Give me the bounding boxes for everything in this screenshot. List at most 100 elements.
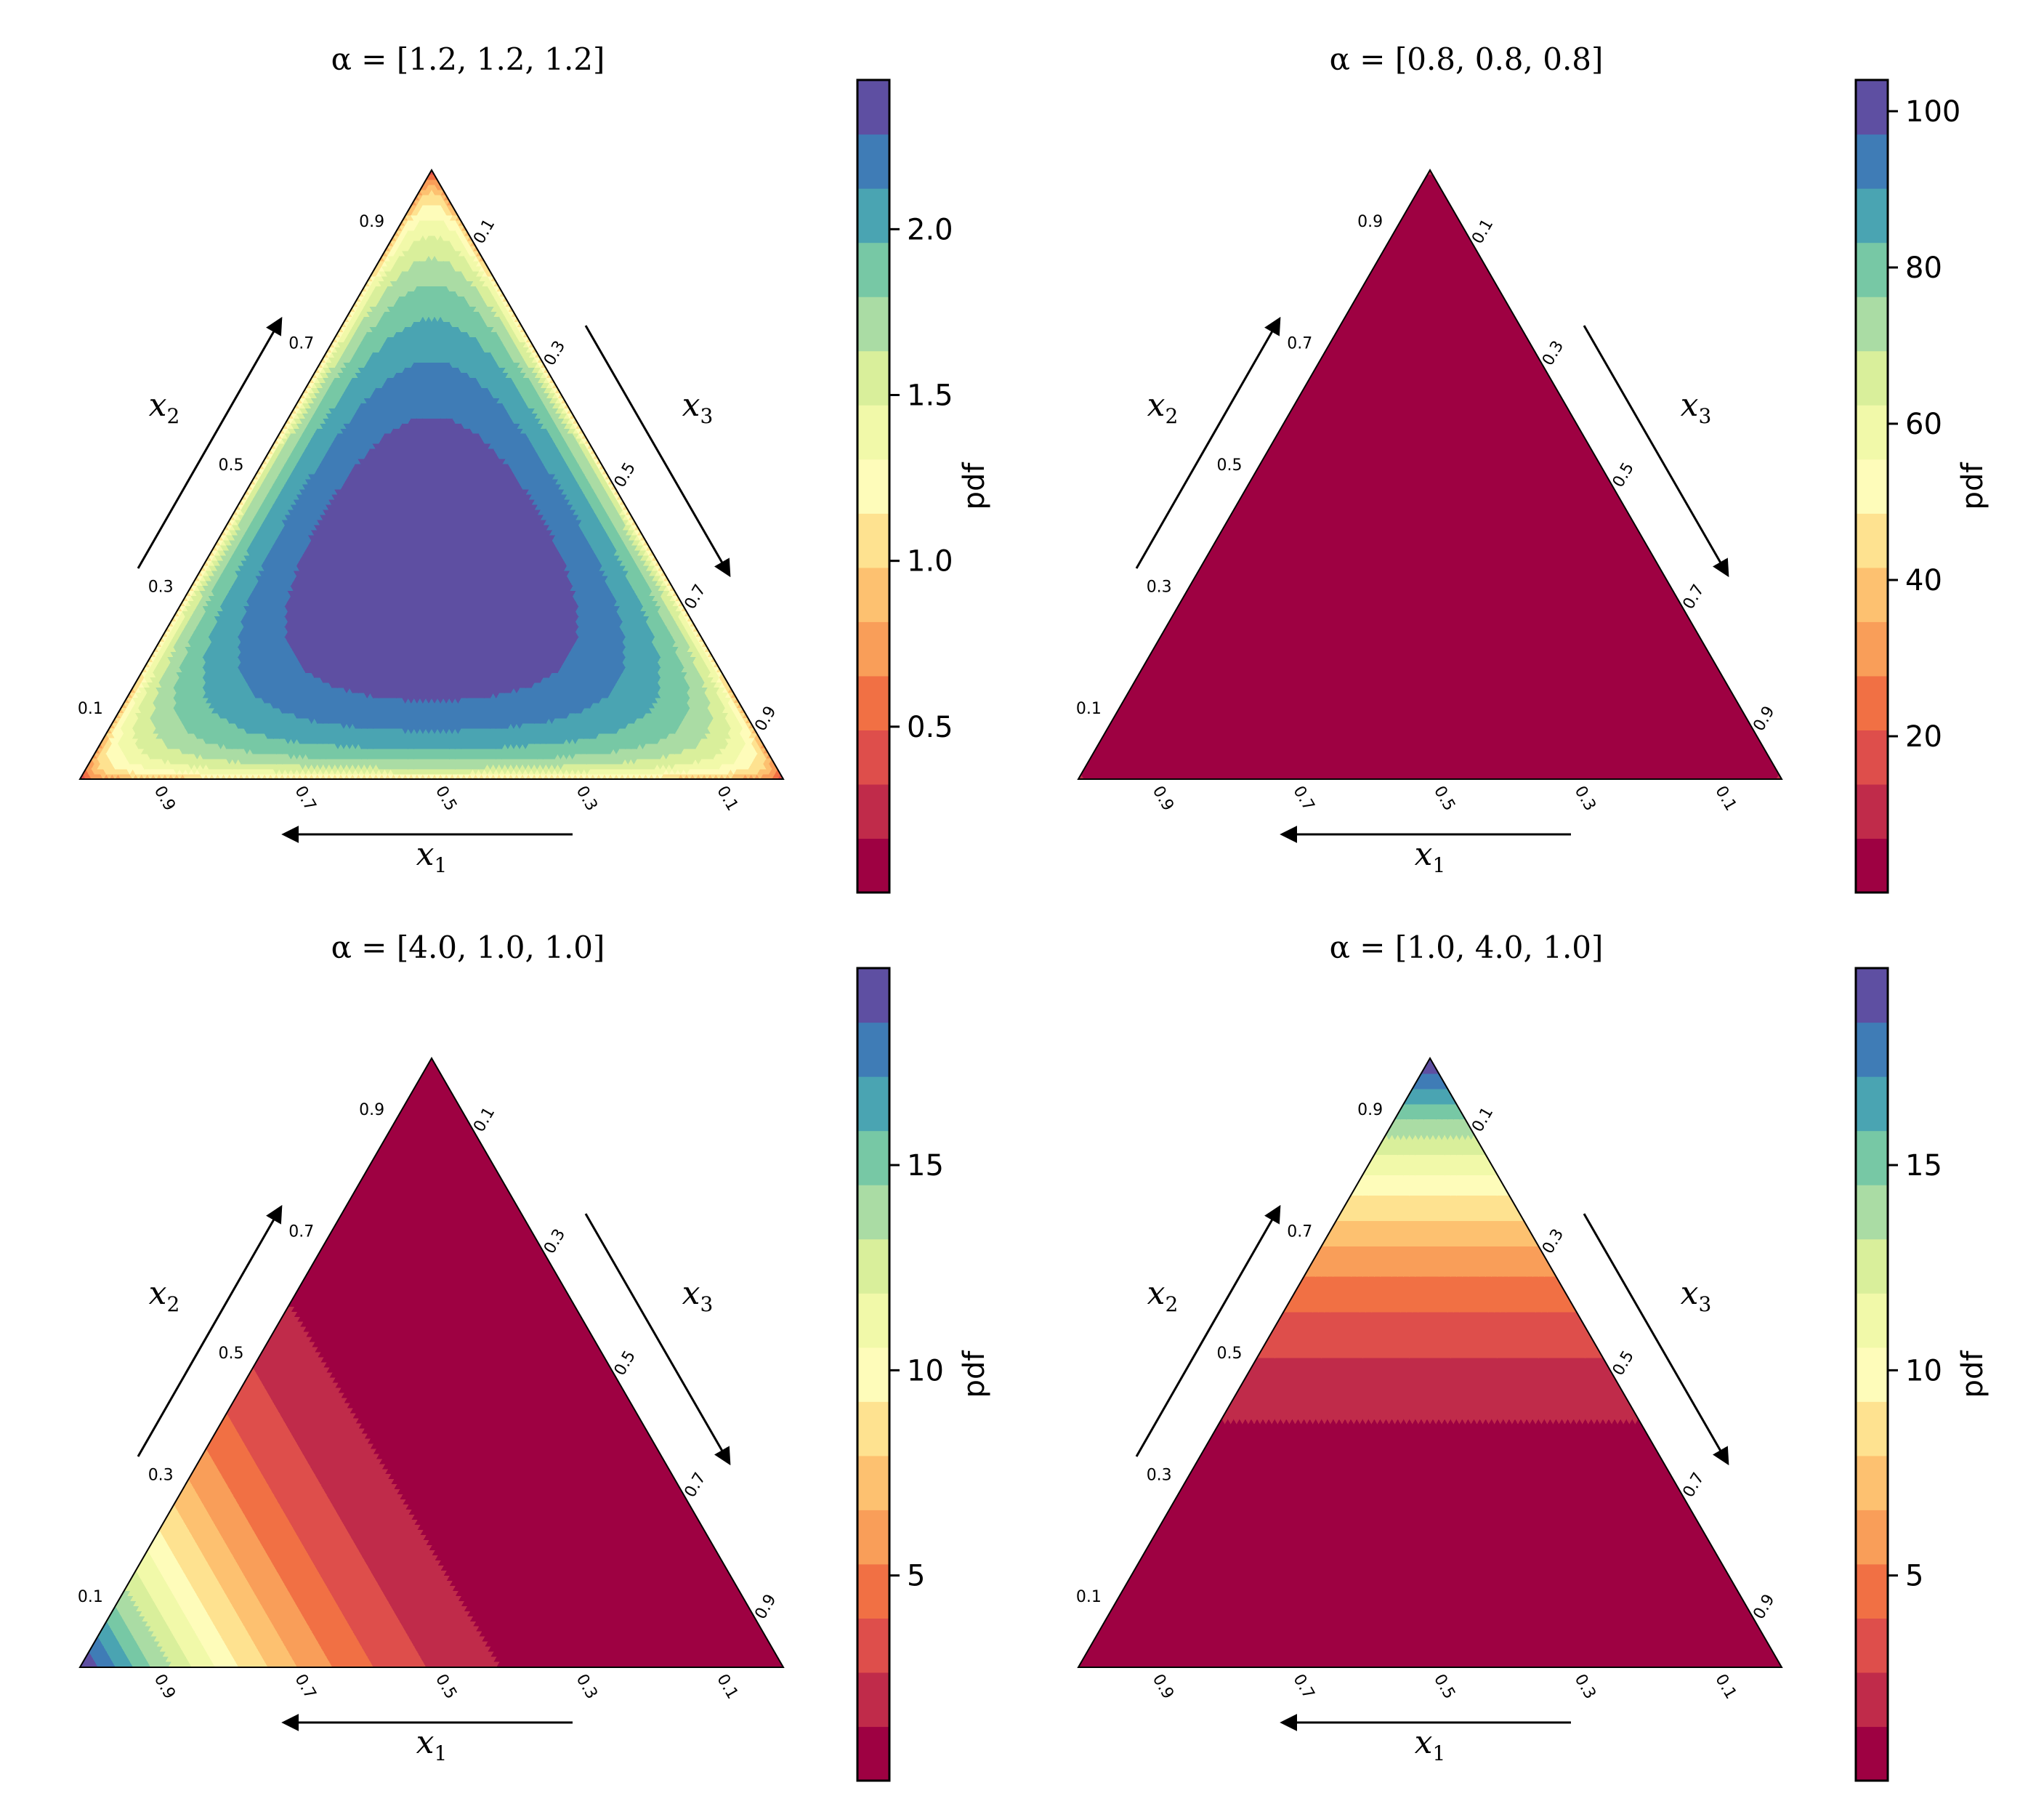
colorbar-segment: [1856, 513, 1888, 568]
colorbar-segment: [1856, 80, 1888, 135]
contour-level: [158, 1504, 268, 1668]
colorbar-segment: [1856, 567, 1888, 622]
colorbar-tick-label: 20: [1905, 720, 1942, 754]
tick-label-x1: 0.3: [573, 1671, 601, 1702]
colorbar-segment: [1856, 1076, 1888, 1132]
colorbar-segment: [1856, 1563, 1888, 1619]
tick-label-x1: 0.7: [291, 1671, 319, 1702]
colorbar-tick-label: 0.5: [907, 711, 953, 744]
colorbar-segment: [1856, 350, 1888, 406]
x3-axis-label: x3: [1681, 387, 1712, 428]
colorbar-segment: [1856, 297, 1888, 352]
panel-4: α = [1.0, 4.0, 1.0] 0.1 0.1 0.1 0.3 0.3 0.3 0.5…: [1076, 930, 1990, 1782]
colorbar-segment: [857, 1022, 889, 1077]
colorbar-segment: [857, 1401, 889, 1457]
x2-axis-label: x2: [1147, 387, 1179, 428]
panel-title: α = [1.2, 1.2, 1.2]: [331, 41, 605, 77]
tick-label-x3: 0.9: [751, 1592, 780, 1623]
contour-level: [147, 1529, 239, 1668]
x2-axis-arrow: [1135, 1204, 1281, 1457]
tick-label-x1: 0.5: [432, 783, 460, 814]
tick-label-x2: 0.9: [359, 213, 384, 231]
contour-level: [1078, 1418, 1782, 1668]
colorbar-segment: [857, 1185, 889, 1240]
x3-axis-label: x3: [1681, 1275, 1712, 1316]
tick-label-x2: 0.1: [78, 700, 103, 718]
tick-label-x3: 0.1: [1469, 1104, 1497, 1135]
tick-label-x1: 0.7: [291, 783, 319, 814]
x3-axis-arrow: [1583, 1213, 1729, 1466]
contour-level: [1221, 1357, 1639, 1425]
colorbar-segment: [1856, 1726, 1888, 1781]
tick-label-x1: 0.5: [1430, 783, 1458, 814]
contour-level: [238, 362, 626, 734]
tick-label-x2: 0.7: [288, 334, 314, 352]
tick-label-x1: 0.7: [1289, 1671, 1317, 1702]
x2-axis-arrow: [137, 1204, 283, 1457]
contour-level: [205, 1413, 374, 1668]
colorbar-frame: [856, 967, 891, 1782]
density-field: [1078, 169, 1782, 780]
contour-level: [114, 1590, 171, 1668]
x2-axis-label: x2: [149, 387, 180, 428]
colorbar-segment: [857, 783, 889, 839]
colorbar-tick-label: 10: [907, 1354, 944, 1387]
tick-label-x1: 0.3: [1571, 1671, 1599, 1702]
panel-title: α = [4.0, 1.0, 1.0]: [331, 930, 605, 965]
tick-label-x2: 0.3: [148, 579, 174, 597]
tick-label-x3: 0.9: [751, 704, 780, 735]
colorbar-label: pdf: [958, 462, 991, 510]
colorbar-label: pdf: [1956, 462, 1990, 510]
colorbar: 5 10 15 pdf: [856, 967, 991, 1782]
colorbar-segment: [857, 188, 889, 243]
colorbar: 0.5 1.0 1.5 2.0 pdf: [856, 78, 991, 894]
x2-axis-label: x2: [149, 1275, 180, 1316]
tick-label-x3: 0.3: [541, 1226, 569, 1257]
contour-level: [202, 316, 661, 749]
colorbar-frame: [856, 78, 891, 894]
tick-label-x3: 0.3: [1539, 1226, 1567, 1257]
simplex-outline: [1077, 169, 1783, 780]
colorbar-segment: [857, 730, 889, 785]
colorbar: 20 40 60 80 100 pdf: [1854, 78, 1990, 894]
x2-axis-label: x2: [1147, 1275, 1179, 1316]
tick-label-x1: 0.9: [150, 1671, 179, 1702]
contour-level: [1350, 1174, 1510, 1196]
x1-axis-label: x1: [416, 1724, 448, 1765]
contour-level: [1385, 1119, 1475, 1140]
tick-label-x1: 0.9: [1149, 783, 1177, 814]
colorbar-frame: [1854, 78, 1889, 894]
colorbar-tick-label: 15: [1905, 1149, 1942, 1183]
colorbar: 5 10 15 pdf: [1854, 967, 1990, 1782]
colorbar-tick-label: 1.0: [907, 545, 953, 579]
contour-level: [1336, 1194, 1524, 1222]
colorbar-segment: [857, 675, 889, 730]
tick-label-x3: 0.7: [1680, 1470, 1708, 1501]
contour-level: [173, 1478, 298, 1668]
colorbar-segment: [857, 1455, 889, 1510]
colorbar-segment: [857, 297, 889, 352]
colorbar-segment: [857, 1076, 889, 1132]
tick-label-x2: 0.9: [359, 1101, 384, 1119]
tick-label-x3: 0.9: [1750, 704, 1778, 735]
colorbar-segment: [1856, 783, 1888, 839]
colorbar-segment: [1856, 1510, 1888, 1565]
tick-label-x1: 0.3: [1571, 783, 1599, 814]
tick-label-x2: 0.3: [148, 1467, 174, 1485]
simplex-outline: [1077, 1057, 1783, 1668]
colorbar-segment: [857, 1510, 889, 1565]
colorbar-segment: [857, 459, 889, 514]
x3-axis-label: x3: [682, 1275, 714, 1316]
colorbar-segment: [1856, 968, 1888, 1023]
colorbar-segment: [1856, 1130, 1888, 1185]
colorbar-frame: [1854, 967, 1889, 1782]
contour-level: [225, 1367, 427, 1668]
contour-level: [1303, 1245, 1557, 1278]
contour-level: [134, 1550, 216, 1668]
tick-label-x3: 0.5: [611, 459, 639, 491]
panel-1: α = [1.2, 1.2, 1.2] 0.1 0.1 0.1 0.3 0.3 0.3 0.5…: [78, 41, 991, 894]
panel-title: α = [1.0, 4.0, 1.0]: [1330, 930, 1604, 965]
tick-label-x2: 0.1: [1076, 700, 1102, 718]
contour-level: [1394, 1103, 1466, 1120]
tick-label-x3: 0.7: [1680, 581, 1708, 613]
